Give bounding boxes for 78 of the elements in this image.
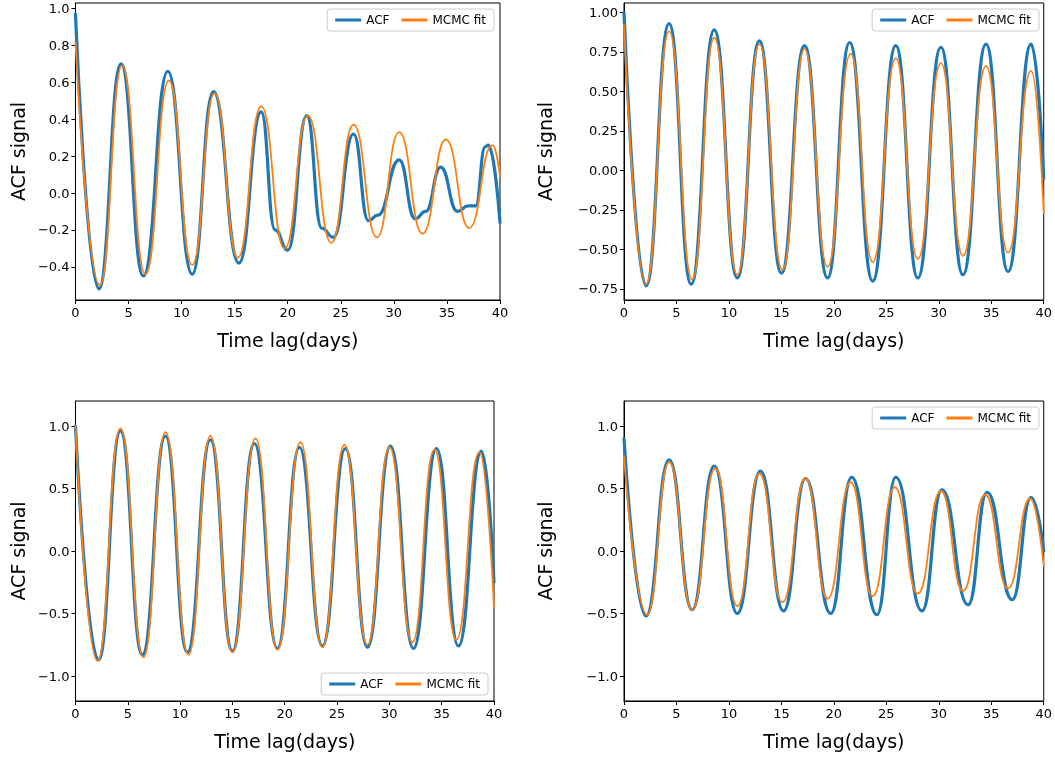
y-tick-label: −0.4 — [37, 259, 70, 275]
legend-label: ACF — [366, 13, 390, 27]
y-tick-label: 0.25 — [589, 123, 618, 139]
y-tick-label: 0.5 — [597, 481, 618, 496]
y-tick-label: −1.0 — [586, 668, 618, 684]
y-tick-label: −0.5 — [586, 606, 618, 621]
x-tick-label: 25 — [332, 305, 350, 320]
legend-label: MCMC fit — [426, 677, 481, 691]
x-tick-label: 25 — [328, 706, 346, 721]
x-tick-label: 35 — [438, 305, 456, 320]
y-tick-label: 0.75 — [589, 44, 618, 60]
x-tick-label: 5 — [672, 305, 681, 320]
x-tick-label: 15 — [773, 305, 790, 320]
y-tick-label: 1.0 — [48, 418, 70, 434]
x-tick-label: 35 — [433, 706, 450, 721]
x-tick-label: 35 — [982, 706, 1000, 721]
x-tick-label: 35 — [982, 305, 1000, 320]
legend-label: ACF — [911, 13, 935, 27]
x-tick-label: 15 — [773, 706, 790, 721]
x-axis-title: Time lag(days) — [213, 729, 356, 752]
y-tick-label: 1.0 — [48, 1, 70, 17]
y-tick-label: 0.50 — [589, 83, 618, 99]
y-tick-label: 1.0 — [597, 418, 618, 434]
x-tick-label: 40 — [1035, 305, 1052, 320]
y-tick-label: 1.00 — [589, 4, 618, 20]
x-tick-label: 0 — [619, 305, 629, 320]
x-tick-label: 10 — [720, 305, 738, 320]
y-axis-title: ACF signal — [533, 101, 556, 202]
y-axis-title: ACF signal — [533, 501, 556, 601]
y-tick-label: 0.00 — [589, 162, 618, 178]
legend-label: ACF — [911, 411, 935, 425]
x-tick-label: 0 — [619, 706, 629, 721]
legend-label: MCMC fit — [432, 13, 487, 27]
x-tick-label: 20 — [276, 706, 294, 721]
x-tick-label: 0 — [71, 706, 80, 721]
y-tick-label: 0.8 — [48, 37, 70, 53]
x-axis-title: Time lag(days) — [762, 729, 905, 752]
x-tick-label: 20 — [825, 706, 843, 721]
y-tick-label: −1.0 — [37, 668, 70, 684]
y-tick-label: −0.75 — [578, 281, 618, 297]
x-tick-label: 40 — [1035, 706, 1052, 721]
y-tick-label: 0.0 — [48, 543, 70, 559]
x-tick-label: 30 — [385, 305, 403, 320]
x-tick-label: 15 — [224, 706, 241, 721]
x-axis-title: Time lag(days) — [216, 328, 359, 351]
x-tick-label: 15 — [226, 305, 243, 320]
y-tick-label: 0.4 — [48, 111, 70, 127]
y-axis-title: ACF signal — [6, 501, 29, 601]
y-tick-label: 0.0 — [48, 185, 70, 201]
x-tick-label: 30 — [930, 305, 948, 320]
y-tick-label: −0.25 — [578, 202, 618, 218]
x-tick-label: 25 — [878, 706, 895, 721]
legend-label: MCMC fit — [977, 411, 1032, 425]
x-tick-label: 30 — [381, 706, 398, 721]
y-tick-label: 0.6 — [48, 74, 70, 90]
x-tick-label: 20 — [825, 305, 843, 320]
x-tick-label: 30 — [930, 706, 948, 721]
x-tick-label: 40 — [491, 305, 509, 320]
x-axis-title: Time lag(days) — [762, 328, 905, 351]
x-tick-label: 5 — [124, 305, 133, 320]
x-tick-label: 20 — [279, 305, 297, 320]
y-tick-label: 0.0 — [597, 543, 618, 559]
x-tick-label: 5 — [123, 706, 132, 721]
legend-label: MCMC fit — [977, 13, 1032, 27]
x-tick-label: 25 — [878, 305, 895, 320]
legend-label: ACF — [360, 677, 384, 691]
x-tick-label: 5 — [672, 706, 681, 721]
x-tick-label: 40 — [485, 706, 503, 721]
y-tick-label: −0.5 — [37, 606, 70, 621]
y-tick-label: −0.50 — [578, 241, 618, 257]
y-tick-label: −0.2 — [37, 222, 70, 238]
y-tick-label: 0.2 — [48, 148, 70, 164]
y-axis-title: ACF signal — [6, 101, 29, 202]
x-tick-label: 10 — [171, 706, 189, 721]
y-tick-label: 0.5 — [48, 481, 70, 496]
x-tick-label: 10 — [173, 305, 190, 320]
x-tick-label: 10 — [720, 706, 738, 721]
x-tick-label: 0 — [71, 305, 80, 320]
